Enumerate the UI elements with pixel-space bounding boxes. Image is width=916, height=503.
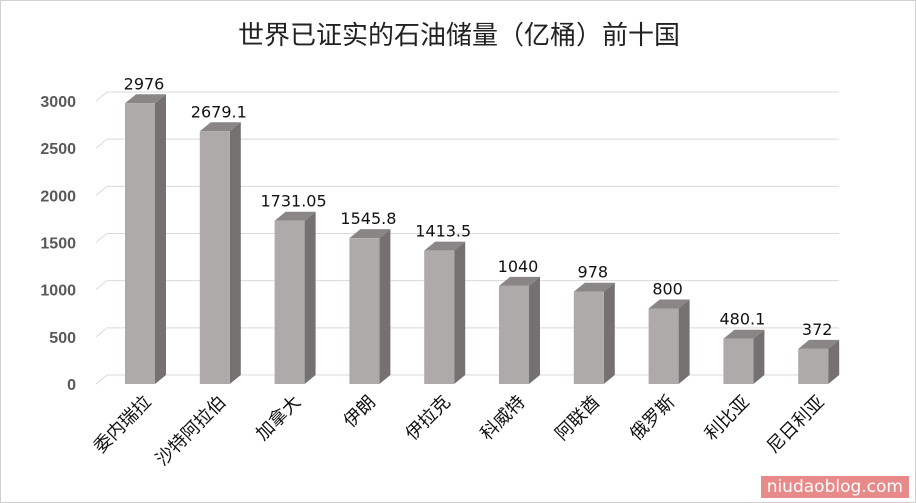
y-tick-label: 1000 <box>40 283 76 300</box>
bar-top <box>199 122 241 132</box>
y-tick-label: 2500 <box>40 141 76 158</box>
bar <box>274 220 305 384</box>
x-tick-label: 科威特 <box>477 392 530 445</box>
bar-side <box>229 122 241 384</box>
grid-diagonal <box>95 185 108 196</box>
bar-top <box>798 339 840 349</box>
bar-top <box>125 94 166 104</box>
grid-diagonal <box>95 233 108 243</box>
bar-side <box>678 299 690 384</box>
x-tick-label: 尼日利亚 <box>763 392 829 458</box>
data-label: 1040 <box>498 257 539 276</box>
bar <box>424 250 455 384</box>
grid-diagonal <box>95 138 108 149</box>
bar-top <box>573 282 615 292</box>
bar-top <box>648 299 690 309</box>
bar-top <box>499 276 540 286</box>
bar <box>648 308 679 384</box>
bar-top <box>349 229 391 239</box>
bar-side <box>529 276 540 384</box>
bar-side <box>454 241 466 384</box>
data-label: 372 <box>802 320 833 339</box>
grid-diagonal <box>95 91 108 102</box>
x-tick-label: 沙特阿拉伯 <box>152 392 230 470</box>
data-label: 1545.8 <box>340 209 396 228</box>
bar-top <box>424 241 466 251</box>
chart-title: 世界已证实的石油储量（亿桶）前十国 <box>237 21 680 51</box>
bar <box>573 291 604 384</box>
y-tick-label: 500 <box>49 330 76 347</box>
x-tick-label: 委内瑞拉 <box>90 392 156 458</box>
bar-top <box>723 329 765 339</box>
y-tick-label: 1500 <box>40 236 76 253</box>
bar <box>349 238 380 384</box>
data-label: 2679.1 <box>191 102 247 121</box>
y-tick-label: 0 <box>67 377 76 394</box>
data-label: 1731.05 <box>261 192 327 211</box>
bar-side <box>304 211 316 384</box>
grid-diagonal <box>95 327 108 338</box>
bar-side <box>753 329 765 384</box>
x-tick-label: 伊拉克 <box>402 392 455 445</box>
bar-top <box>274 211 316 221</box>
data-label: 800 <box>652 280 683 299</box>
bar-side <box>828 339 840 384</box>
bar-side <box>603 282 615 384</box>
bar <box>499 285 529 384</box>
grid-diagonal <box>95 280 108 291</box>
data-label: 480.1 <box>719 310 765 329</box>
x-tick-label: 利比亚 <box>701 392 754 445</box>
y-tick-label: 2000 <box>40 188 76 205</box>
grid-diagonal <box>95 374 108 385</box>
x-tick-label: 阿联酋 <box>551 392 604 445</box>
data-label: 978 <box>578 263 609 282</box>
bar <box>125 103 155 384</box>
x-tick-label: 俄罗斯 <box>626 392 679 445</box>
data-label: 1413.5 <box>415 222 471 241</box>
bar <box>798 348 829 384</box>
bar-side <box>379 229 391 384</box>
y-tick-label: 3000 <box>40 94 76 111</box>
bar <box>199 131 230 384</box>
watermark: niudaoblog.com <box>760 476 909 498</box>
data-label: 2976 <box>124 74 165 93</box>
x-tick-label: 加拿大 <box>251 391 305 445</box>
bar-side <box>155 94 166 384</box>
bar <box>723 338 754 384</box>
x-tick-label: 伊朗 <box>340 392 380 432</box>
